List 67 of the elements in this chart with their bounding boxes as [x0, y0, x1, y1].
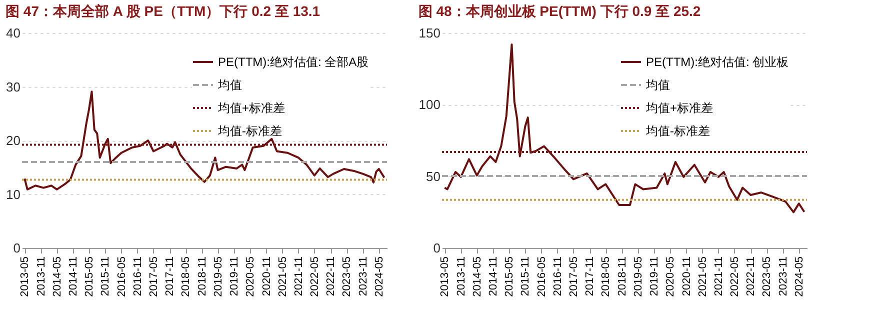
legend-label: 均值-标准差	[645, 124, 710, 138]
x-tick-label: 2018-11	[616, 256, 628, 296]
line-series	[444, 43, 806, 214]
x-tick-label: 2017-11	[584, 256, 596, 296]
x-tick-label: 2015-05	[84, 256, 96, 297]
x-tick-label: 2014-11	[488, 256, 500, 296]
x-tick-label: 2016-11	[552, 256, 564, 296]
y-tick-label: 10	[6, 186, 20, 202]
x-tick-label: 2019-05	[632, 256, 644, 297]
x-tick-label: 2021-05	[696, 256, 709, 297]
x-tick-label: 2020-11	[260, 256, 273, 296]
x-tick-label: 2013-11	[35, 256, 48, 296]
y-tick-label: 100	[418, 97, 440, 112]
x-tick-label: 2020-11	[680, 256, 693, 296]
y-tick-label: 0	[433, 240, 440, 256]
x-tick-label: 2019-05	[212, 256, 224, 297]
x-tick-label: 2022-05	[728, 256, 741, 297]
x-tick-label: 2015-11	[520, 256, 532, 296]
y-tick-label: 20	[6, 133, 20, 148]
x-tick-label: 2017-05	[148, 256, 160, 297]
x-tick-label: 2016-05	[116, 256, 128, 297]
x-tick-label: 2014-05	[51, 256, 64, 297]
x-tick-label: 2018-11	[196, 256, 208, 296]
y-tick-label: 0	[13, 240, 20, 256]
x-tick-label: 2018-05	[180, 256, 192, 297]
x-tick-label: 2023-05	[761, 256, 774, 297]
y-tick-label: 30	[6, 79, 20, 94]
x-tick-label: 2019-11	[228, 256, 241, 296]
legend-label: 均值	[217, 78, 242, 92]
x-tick-label: 2015-05	[504, 256, 516, 297]
x-tick-label: 2015-11	[100, 256, 112, 296]
x-tick-label: 2014-11	[68, 256, 80, 296]
x-tick-label: 2024-05	[793, 256, 806, 297]
x-tick-label: 2021-05	[276, 256, 289, 297]
x-tick-label: 2014-05	[471, 256, 484, 297]
x-tick-label: 2021-11	[712, 256, 725, 296]
x-tick-label: 2021-11	[292, 256, 305, 296]
x-tick-label: 2022-11	[325, 256, 338, 296]
x-tick-label: 2022-11	[745, 256, 758, 296]
x-tick-label: 2023-05	[341, 256, 354, 297]
line-series	[24, 90, 386, 190]
legend-label: 均值+标准差	[217, 101, 286, 115]
x-tick-label: 2013-05	[439, 256, 452, 297]
x-tick-label: 2013-11	[455, 256, 468, 296]
x-tick-label: 2020-05	[244, 256, 257, 297]
x-tick-label: 2023-11	[357, 256, 370, 296]
x-tick-label: 2016-05	[536, 256, 548, 297]
legend-label: PE(TTM):绝对估值: 创业板	[646, 55, 789, 69]
legend-label: 均值	[645, 78, 670, 92]
x-tick-label: 2018-05	[600, 256, 612, 297]
legend-label: 均值-标准差	[217, 124, 282, 138]
y-tick-label: 40	[6, 26, 20, 40]
chart-title: 图 48：本周创业板 PE(TTM) 下行 0.9 至 25.2	[418, 3, 701, 19]
x-tick-label: 2022-05	[308, 256, 321, 297]
x-tick-label: 2024-05	[373, 256, 386, 297]
legend-label: PE(TTM):绝对估值: 全部A股	[218, 55, 369, 69]
x-tick-label: 2023-11	[777, 256, 790, 296]
y-tick-label: 50	[426, 168, 440, 184]
legend-label: 均值+标准差	[645, 101, 714, 115]
x-tick-label: 2013-05	[19, 256, 32, 297]
chart-title: 图 47：本周全部 A 股 PE（TTM）下行 0.2 至 13.1	[6, 3, 320, 19]
x-tick-label: 2017-11	[164, 256, 176, 296]
x-tick-label: 2020-05	[664, 256, 677, 297]
x-tick-label: 2017-05	[568, 256, 580, 297]
x-tick-label: 2019-11	[648, 256, 661, 296]
x-tick-label: 2016-11	[132, 256, 144, 296]
y-tick-label: 150	[418, 26, 440, 40]
